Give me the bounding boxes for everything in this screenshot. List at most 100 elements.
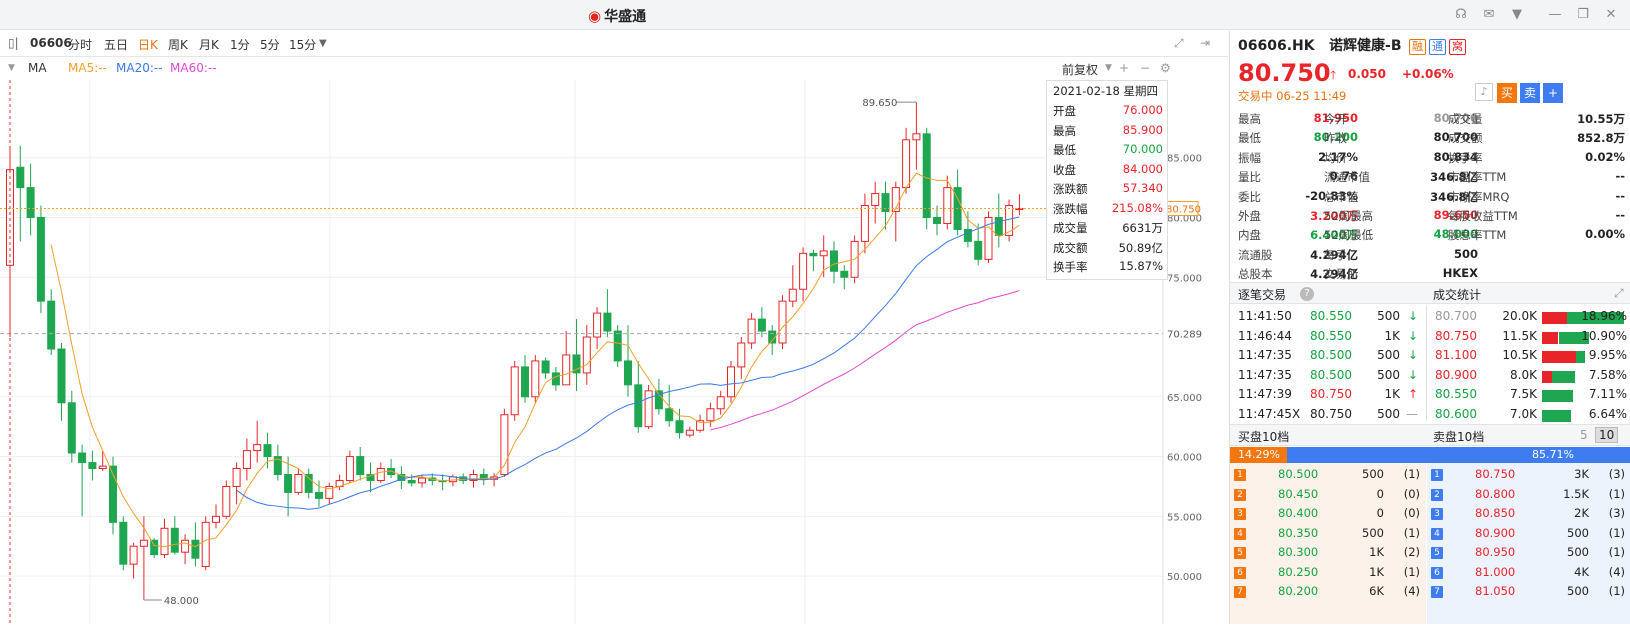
candle-body[interactable]	[809, 252, 818, 257]
candle-body[interactable]	[222, 485, 231, 517]
candle-body[interactable]	[582, 336, 591, 374]
candle-body[interactable]	[356, 456, 365, 476]
candle-body[interactable]	[139, 539, 148, 547]
tick-row[interactable]: 11:47:45 X 80.750 500 —	[1230, 407, 1426, 426]
asks-row[interactable]: 7 81.050 500 (1)	[1427, 582, 1630, 602]
candle-body[interactable]	[706, 408, 715, 422]
candle-body[interactable]	[778, 300, 787, 344]
more-periods-chevron-icon[interactable]: ▼	[319, 38, 327, 49]
quote-badge[interactable]: 通	[1428, 39, 1446, 55]
candle-body[interactable]	[685, 429, 694, 436]
quote-badge[interactable]: 融	[1408, 39, 1426, 55]
candle-body[interactable]	[273, 456, 282, 476]
candle-body[interactable]	[191, 539, 200, 559]
candle-body[interactable]	[768, 330, 777, 344]
shirt-icon[interactable]: ▼	[1512, 7, 1522, 22]
period-tab[interactable]: 周K	[168, 38, 188, 52]
bids-row[interactable]: 1 80.500 500 (1)	[1230, 465, 1426, 485]
collapse-chevron-icon[interactable]: ▼	[8, 63, 15, 73]
candle-body[interactable]	[737, 342, 746, 368]
candle-body[interactable]	[325, 485, 334, 499]
candle-body[interactable]	[593, 312, 602, 338]
adjust-select[interactable]: 前复权	[1062, 63, 1099, 77]
candle-body[interactable]	[284, 474, 293, 493]
candle-body[interactable]	[181, 539, 190, 553]
candle-body[interactable]	[170, 527, 179, 553]
candle-body[interactable]	[469, 474, 478, 481]
headset-icon[interactable]: ☊	[1455, 7, 1467, 22]
candle-body[interactable]	[26, 187, 35, 218]
candle-body[interactable]	[840, 270, 849, 278]
quote-badge[interactable]: 窝	[1448, 39, 1466, 55]
asks-row[interactable]: 2 80.800 1.5K (1)	[1427, 485, 1630, 505]
restore-icon[interactable]: ❐	[1577, 7, 1589, 22]
candle-body[interactable]	[562, 354, 571, 386]
help-icon[interactable]: ?	[1300, 287, 1314, 301]
candle-body[interactable]	[881, 193, 890, 213]
ticks-list[interactable]: 11:41:50 80.550 500 ↓ 11:46:44 80.550 1K ↓ 11:47…	[1230, 305, 1426, 421]
candle-body[interactable]	[727, 366, 735, 398]
asks-row[interactable]: 3 80.850 2K (3)	[1427, 504, 1630, 524]
quote-action-button[interactable]: +	[1543, 83, 1563, 103]
candle-body[interactable]	[521, 366, 529, 398]
candle-body[interactable]	[109, 465, 117, 523]
candle-body[interactable]	[98, 465, 107, 470]
candle-body[interactable]	[407, 479, 416, 484]
kline-chart[interactable]: 85.000 80.000 75.000 65.000 60.000 55.000 50.0…	[0, 80, 1228, 624]
candle-body[interactable]	[860, 205, 869, 242]
asks-row[interactable]: 4 80.900 500 (1)	[1427, 524, 1630, 544]
expand-volstats-icon[interactable]: ⤢	[1614, 286, 1624, 300]
kline-svg[interactable]: 85.000 80.000 75.000 65.000 60.000 55.000 50.0…	[0, 80, 1228, 624]
candle-body[interactable]	[696, 420, 705, 431]
bids-row[interactable]: 5 80.300 1K (2)	[1230, 543, 1426, 563]
candle-body[interactable]	[644, 390, 653, 428]
candle-body[interactable]	[541, 360, 550, 374]
bids-row[interactable]: 2 80.450 0 (0)	[1230, 485, 1426, 505]
candle-body[interactable]	[716, 396, 725, 410]
expand-icon[interactable]: ⤢	[1174, 36, 1184, 50]
candle-body[interactable]	[994, 216, 1003, 236]
candle-body[interactable]	[263, 444, 272, 458]
candle-body[interactable]	[984, 216, 993, 260]
candle-body[interactable]	[1015, 208, 1024, 211]
candle-body[interactable]	[6, 169, 14, 266]
candle-body[interactable]	[830, 250, 838, 272]
bids-row[interactable]: 6 80.250 1K (1)	[1230, 563, 1426, 583]
candle-body[interactable]	[212, 515, 220, 523]
candle-body[interactable]	[654, 390, 663, 410]
candle-body[interactable]	[757, 318, 766, 332]
depth-10-option[interactable]: 10	[1595, 427, 1619, 443]
period-tab[interactable]: 5分	[260, 38, 280, 52]
candle-body[interactable]	[819, 250, 828, 257]
settings-gear-icon[interactable]: ⚙	[1160, 61, 1171, 75]
candle-body[interactable]	[665, 408, 674, 422]
period-tab[interactable]: 日K	[138, 38, 158, 52]
tick-row[interactable]: 11:47:35 80.500 500 ↓	[1230, 368, 1426, 387]
candle-body[interactable]	[902, 139, 911, 189]
ask-list[interactable]: 1 80.750 3K (3) 2 80.800 1.5K (1) 3 80.850 2K (3) 4 8…	[1427, 463, 1630, 624]
candle-body[interactable]	[963, 228, 972, 242]
candle-body[interactable]	[376, 468, 385, 481]
candle-body[interactable]	[551, 372, 560, 386]
candle-body[interactable]	[315, 491, 323, 499]
candle-body[interactable]	[16, 166, 25, 189]
candle-body[interactable]	[78, 452, 87, 464]
asks-row[interactable]: 5 80.950 500 (1)	[1427, 543, 1630, 563]
candle-body[interactable]	[799, 252, 808, 290]
ma-label[interactable]: MA	[28, 61, 47, 75]
asks-row[interactable]: 6 81.000 4K (4)	[1427, 563, 1630, 583]
dock-icon[interactable]: ⇥	[1200, 36, 1211, 50]
zoom-in-icon[interactable]: +	[1119, 61, 1130, 75]
candle-body[interactable]	[47, 300, 56, 350]
depth-5-option[interactable]: 5	[1580, 428, 1588, 442]
mail-icon[interactable]: ✉	[1483, 7, 1495, 22]
volstat-row[interactable]: 80.600 7.0K 6.64%	[1427, 407, 1630, 426]
volstats-list[interactable]: 80.700 20.0K 18.96% 80.750 11.5K 10.90% 81.100…	[1427, 305, 1630, 422]
candle-body[interactable]	[624, 360, 632, 386]
quote-action-button[interactable]: 卖	[1520, 83, 1540, 103]
candle-body[interactable]	[242, 450, 251, 470]
minimize-icon[interactable]: —	[1548, 7, 1562, 22]
bids-row[interactable]: 3 80.400 0 (0)	[1230, 504, 1426, 524]
close-icon[interactable]: ✕	[1605, 7, 1617, 22]
candle-body[interactable]	[912, 133, 921, 141]
